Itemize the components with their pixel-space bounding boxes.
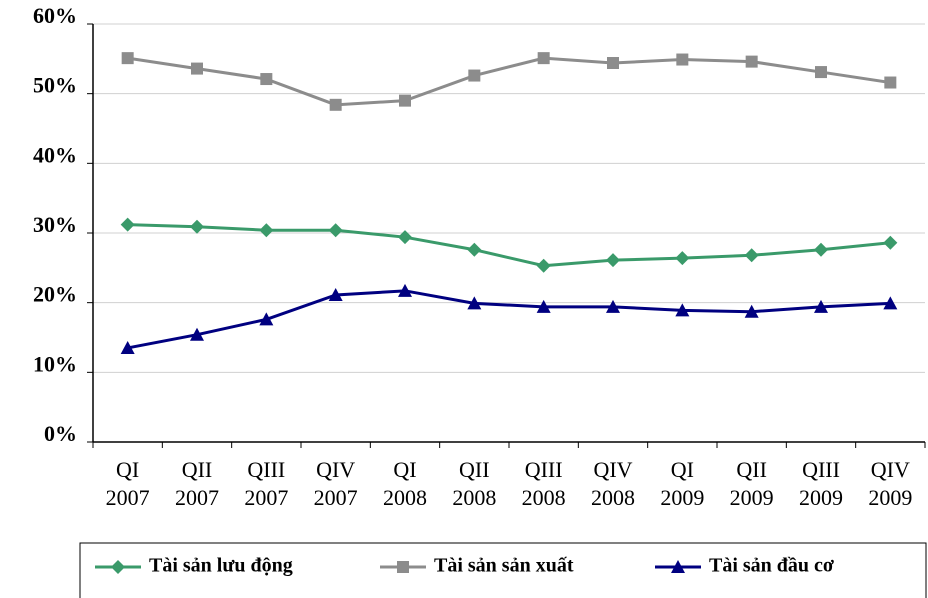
marker	[536, 299, 551, 313]
x-tick-label: QI 2008	[383, 457, 427, 510]
series-line	[127, 56, 891, 107]
marker	[745, 55, 758, 68]
y-tick-label: 10%	[33, 351, 77, 376]
marker	[883, 296, 898, 310]
marker	[607, 57, 619, 70]
marker	[744, 248, 759, 263]
marker	[120, 340, 135, 354]
marker	[671, 560, 685, 573]
x-tick-label: QIII 2007	[244, 457, 289, 510]
marker	[260, 73, 273, 86]
marker	[675, 251, 690, 266]
x-tick-label: QII 2009	[729, 457, 774, 510]
x-tick-label: QIV 2007	[313, 457, 358, 510]
marker	[328, 288, 343, 302]
y-tick-label: 40%	[33, 142, 77, 167]
series-line	[127, 223, 891, 268]
marker	[815, 66, 827, 79]
marker	[328, 223, 343, 238]
x-tick-label: QIII 2008	[521, 457, 566, 510]
marker	[814, 242, 828, 257]
legend-label: Tài sản lưu động	[149, 555, 293, 577]
legend-label: Tài sản sản xuất	[434, 555, 574, 577]
marker	[814, 299, 828, 313]
marker	[606, 299, 620, 313]
marker	[190, 327, 204, 341]
marker	[676, 53, 689, 66]
marker	[537, 52, 550, 65]
x-tick-label: QI 2007	[105, 457, 150, 510]
marker	[398, 230, 412, 245]
series-line	[127, 289, 891, 350]
marker	[259, 312, 274, 326]
marker	[884, 76, 897, 89]
x-tick-label: QII 2007	[175, 457, 219, 510]
marker	[191, 62, 203, 75]
marker	[259, 223, 274, 238]
x-tick-label: QI 2009	[660, 457, 705, 510]
y-tick-label: 20%	[33, 282, 77, 307]
marker	[399, 94, 411, 107]
y-tick-label: 60%	[33, 3, 77, 28]
y-tick-label: 30%	[33, 212, 77, 237]
y-tick-label: 50%	[33, 73, 77, 98]
marker	[468, 69, 481, 82]
y-tick-label: 0%	[44, 421, 77, 446]
marker	[398, 283, 412, 297]
marker	[467, 242, 482, 257]
x-tick-label: QIV 2009	[868, 457, 913, 510]
marker	[883, 235, 898, 250]
x-tick-label: QIII 2009	[799, 457, 843, 510]
marker	[606, 253, 620, 268]
marker	[111, 560, 125, 574]
legend-box	[79, 542, 927, 598]
marker	[536, 258, 551, 273]
marker	[190, 219, 204, 234]
legend-label: Tài sản đầu cơ	[709, 555, 834, 577]
x-tick-label: QIV 2008	[591, 457, 635, 510]
marker	[467, 296, 482, 310]
marker	[744, 304, 759, 318]
x-tick-label: QII 2008	[452, 457, 497, 510]
marker	[120, 217, 135, 232]
marker	[675, 303, 690, 317]
marker	[329, 98, 342, 111]
marker	[397, 561, 409, 573]
marker	[121, 52, 134, 65]
